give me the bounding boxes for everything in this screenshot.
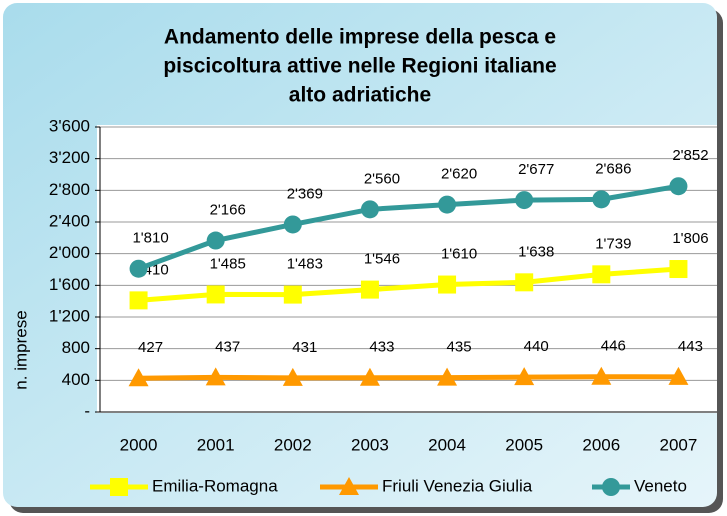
data-point (360, 200, 379, 219)
data-label: 2'369 (287, 185, 323, 202)
data-point (591, 366, 612, 385)
y-tick-label: 2'800 (49, 180, 90, 199)
data-point (283, 285, 302, 304)
data-label: 443 (678, 338, 703, 355)
plot-area (97, 125, 717, 413)
data-point (514, 367, 535, 386)
data-label: 431 (292, 339, 317, 356)
data-label: 1'810 (132, 230, 168, 247)
data-label: 440 (524, 338, 549, 355)
series-line (138, 266, 679, 303)
data-point (669, 177, 688, 196)
data-label: 427 (138, 339, 163, 356)
data-label: 1'610 (441, 246, 477, 263)
y-tick-label: 2'400 (49, 211, 90, 230)
data-point (668, 366, 689, 385)
data-point (592, 265, 611, 284)
y-tick-label: - (84, 401, 90, 420)
data-label: 433 (369, 339, 394, 356)
data-point (669, 260, 688, 279)
legend-marker (110, 478, 128, 496)
data-point (205, 367, 226, 386)
data-point (128, 368, 149, 387)
x-tick-label: 2002 (274, 435, 312, 454)
legend-marker (339, 477, 359, 495)
y-axis-label: n. imprese (11, 310, 30, 389)
data-point (515, 191, 534, 210)
data-label: 2'852 (672, 147, 708, 164)
data-point (592, 190, 611, 209)
data-label: 2'560 (364, 170, 400, 187)
chart-title: alto adriatiche (289, 84, 431, 107)
x-tick-label: 2003 (351, 435, 389, 454)
legend-label: Friuli Venezia Giulia (382, 476, 533, 495)
chart-title: Andamento delle imprese della pesca e (164, 26, 556, 49)
data-point (283, 215, 302, 234)
data-label: 1'638 (518, 243, 554, 260)
data-label: 446 (601, 338, 626, 355)
legend-label: Veneto (634, 476, 687, 495)
y-tick-label: 3'600 (49, 116, 90, 135)
data-point (206, 285, 225, 304)
data-label: 1'739 (595, 235, 631, 252)
data-point (438, 275, 457, 294)
data-point (515, 273, 534, 292)
series-line (138, 374, 679, 381)
data-label: 2'677 (518, 161, 554, 178)
legend-marker (602, 478, 620, 496)
data-label: 2'166 (210, 201, 246, 218)
data-label: 2'620 (441, 166, 477, 183)
chart-title: piscicoltura attive nelle Regioni italia… (163, 55, 556, 78)
y-tick-label: 800 (62, 338, 90, 357)
y-tick-label: 1'600 (49, 275, 90, 294)
data-point (282, 367, 303, 386)
legend-label: Emilia-Romagna (152, 476, 278, 495)
x-tick-label: 2001 (197, 435, 235, 454)
data-label: 1'485 (210, 255, 246, 272)
y-tick-label: 2'000 (49, 243, 90, 262)
data-label: 437 (215, 338, 240, 355)
x-tick-label: 2000 (120, 435, 158, 454)
x-tick-label: 2007 (660, 435, 698, 454)
x-tick-label: 2006 (582, 435, 620, 454)
y-tick-label: 1'200 (49, 306, 90, 325)
data-label: 435 (447, 339, 472, 356)
data-label: 1'546 (364, 251, 400, 268)
data-point (438, 195, 457, 214)
data-point (206, 231, 225, 250)
data-point (359, 367, 380, 386)
data-point (437, 367, 458, 386)
y-tick-label: 3'200 (49, 148, 90, 167)
series-line (137, 183, 679, 272)
data-point (360, 280, 379, 299)
data-point (129, 259, 148, 278)
data-label: 2'686 (595, 160, 631, 177)
x-tick-label: 2005 (505, 435, 543, 454)
y-tick-label: 400 (62, 370, 90, 389)
data-point (129, 291, 148, 310)
data-label: 1'483 (287, 256, 323, 273)
data-label: 1'806 (672, 230, 708, 247)
x-tick-label: 2004 (428, 435, 466, 454)
